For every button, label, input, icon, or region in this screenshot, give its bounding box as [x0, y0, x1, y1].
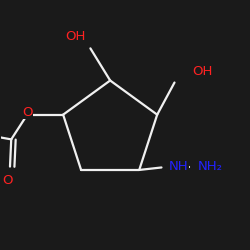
Text: O: O: [22, 106, 32, 119]
Text: O: O: [2, 174, 13, 187]
Text: OH: OH: [192, 65, 212, 78]
Text: NH₂: NH₂: [197, 160, 222, 173]
Text: OH: OH: [65, 30, 86, 43]
Text: NH: NH: [169, 160, 188, 173]
